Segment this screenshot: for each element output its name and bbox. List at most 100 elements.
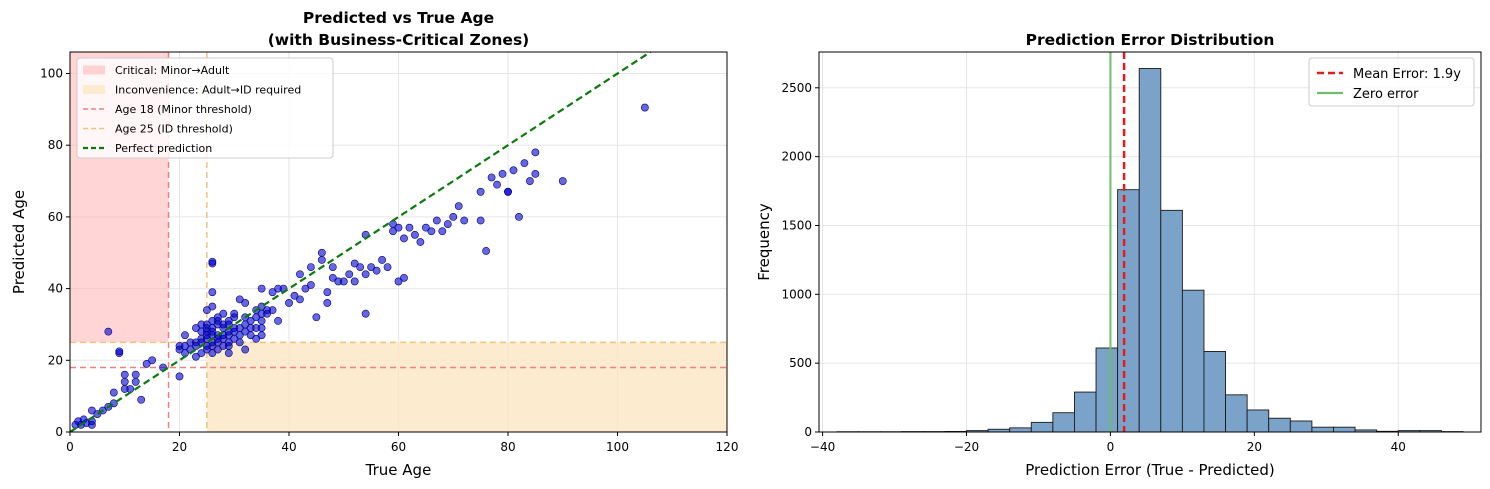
scatter-point (416, 238, 425, 246)
scatter-point (482, 247, 490, 255)
scatter-point (142, 359, 151, 368)
scatter-point (515, 213, 523, 221)
scatter-point (509, 166, 518, 175)
y-tick-label: 2500 (781, 81, 812, 95)
scatter-point (427, 227, 436, 236)
histogram-bar (1333, 426, 1356, 432)
x-tick-label: 40 (1391, 440, 1406, 454)
scatter-point (531, 148, 540, 157)
scatter-point (367, 263, 376, 271)
scatter-point (235, 338, 244, 347)
x-tick-label: 0 (66, 440, 74, 454)
y-tick-label: 1000 (781, 287, 812, 301)
x-tick-label: −20 (954, 440, 979, 454)
legend-label-mean-error: Mean Error: 1.9y (1353, 67, 1461, 82)
scatter-point (224, 316, 233, 325)
scatter-ylabel: Predicted Age (10, 190, 28, 294)
scatter-point (520, 159, 529, 168)
scatter-point (285, 299, 293, 307)
histogram-bar (1289, 420, 1313, 432)
scatter-point (443, 220, 452, 228)
scatter-point (306, 281, 315, 289)
scatter-point (312, 313, 321, 322)
scatter-point (449, 213, 458, 221)
scatter-point (372, 266, 381, 275)
scatter-point (531, 169, 540, 178)
scatter-point (213, 313, 222, 322)
histogram-bars (836, 68, 1464, 432)
scatter-point (460, 216, 469, 225)
scatter-point (356, 263, 365, 271)
scatter-point (323, 288, 332, 297)
histogram-bar (1052, 412, 1075, 432)
scatter-point (476, 216, 485, 225)
y-tick-label: 500 (789, 356, 812, 370)
scatter-point (476, 187, 485, 196)
scatter-point (411, 230, 419, 239)
scatter-ticks: 0 20 40 60 80 100 120 0 20 40 60 80 100 (40, 67, 738, 454)
scatter-point (252, 334, 261, 343)
x-tick-label: 80 (500, 440, 515, 454)
scatter-point (383, 263, 392, 271)
x-tick-label: 0 (1107, 440, 1115, 454)
perfect-prediction-line-group (70, 52, 653, 432)
scatter-point (175, 372, 184, 381)
y-tick-label: 0 (804, 425, 812, 439)
legend-label-inconvenience-zone: Inconvenience: Adult→ID required (115, 84, 301, 97)
scatter-point (350, 259, 359, 268)
scatter-point (181, 342, 189, 350)
scatter-point (296, 295, 304, 304)
scatter-point (202, 306, 211, 315)
x-tick-label: 20 (172, 440, 187, 454)
scatter-point (175, 345, 184, 354)
scatter-point (115, 347, 124, 356)
scatter-point (224, 349, 233, 358)
scatter-point (400, 234, 408, 243)
y-tick-label: 1500 (781, 218, 812, 232)
histogram-bar (1181, 289, 1205, 432)
x-tick-label: 20 (1247, 440, 1262, 454)
scatter-xlabel: True Age (365, 461, 432, 479)
scatter-point (394, 277, 403, 286)
scatter-point (558, 177, 567, 185)
y-tick-label: 40 (48, 282, 63, 296)
scatter-point (405, 223, 414, 232)
scatter-point (268, 306, 277, 315)
scatter-point (301, 284, 310, 293)
histogram-title: Prediction Error Distribution (1026, 31, 1275, 49)
scatter-point (181, 331, 189, 340)
histogram-bar (1138, 68, 1162, 432)
scatter-point (454, 202, 463, 211)
scatter-point (219, 309, 228, 318)
scatter-point (361, 270, 370, 279)
scatter-title: Predicted vs True Age (303, 9, 494, 27)
scatter-point (257, 324, 266, 332)
scatter-point (493, 180, 501, 189)
y-tick-label: 80 (48, 138, 63, 152)
scatter-point (498, 169, 507, 178)
scatter-point (148, 356, 157, 365)
scatter-legend: Critical: Minor→Adult Inconvenience: Adul… (76, 57, 334, 159)
scatter-point (296, 270, 304, 279)
scatter-point (339, 277, 348, 286)
x-tick-label: 100 (606, 440, 629, 454)
scatter-point (350, 277, 359, 286)
histogram-bar (1246, 409, 1270, 432)
scatter-point (241, 299, 250, 307)
y-tick-label: 0 (55, 425, 63, 439)
histogram-bar (1160, 209, 1183, 432)
legend-label-perfect-prediction: Perfect prediction (115, 142, 212, 155)
legend-label-zero-error: Zero error (1353, 87, 1419, 102)
scatter-point (104, 327, 113, 336)
scatter-point (290, 291, 299, 300)
scatter-point (317, 256, 326, 264)
legend-label-age-25: Age 25 (ID threshold) (115, 123, 233, 136)
histogram-bar (1203, 351, 1227, 432)
scatter-point (328, 273, 337, 282)
scatter-point (120, 377, 129, 386)
histogram-ticks: −40 −20 0 20 40 0 500 1000 1500 2000 2500 (781, 81, 1405, 454)
y-tick-label: 2000 (781, 150, 812, 164)
histogram-bar (1030, 421, 1054, 432)
histogram-xlabel: Prediction Error (True - Predicted) (1025, 461, 1275, 479)
